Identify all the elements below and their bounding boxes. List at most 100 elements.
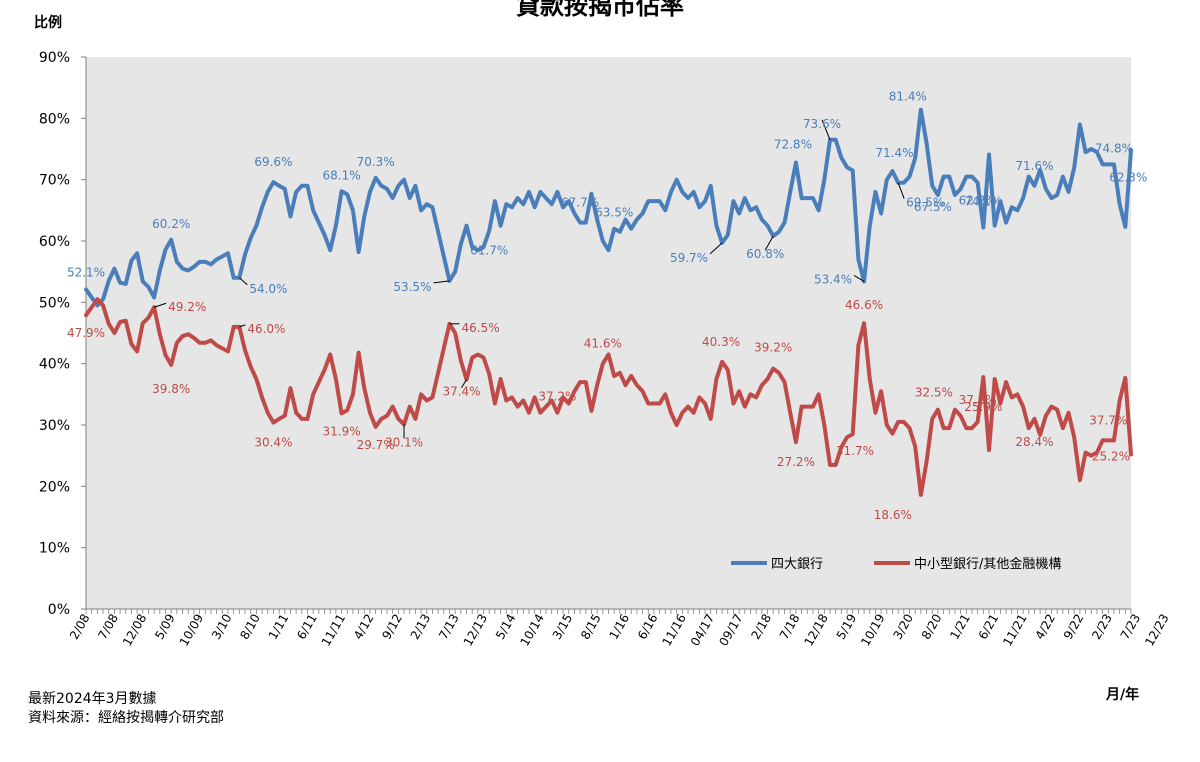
data-label: 62.2%: [959, 194, 997, 208]
x-tick-label: 10/09: [177, 612, 206, 649]
data-label: 71.6%: [1015, 159, 1053, 173]
data-label-leader: [461, 379, 467, 388]
x-tick-label: 6/21: [976, 612, 1002, 642]
data-label: 63.5%: [595, 206, 633, 220]
data-label: 28.4%: [1015, 435, 1053, 449]
x-tick-label: 1/11: [266, 612, 292, 642]
x-tick-label: 11/16: [660, 612, 689, 649]
y-tick-label: 90%: [39, 50, 70, 66]
data-label: 37.8%: [959, 393, 997, 407]
x-tick-label: 12/13: [461, 612, 490, 649]
x-tick-label: 4/22: [1032, 612, 1058, 642]
data-label: 70.3%: [357, 155, 395, 169]
y-tick-label: 50%: [39, 295, 70, 311]
x-tick-label: 2/08: [67, 612, 93, 642]
x-tick-label: 12/23: [1142, 612, 1171, 649]
x-tick-label: 8/15: [578, 612, 604, 642]
x-tick-label: 09/17: [716, 612, 745, 649]
legend-label-small-banks: 中小型銀行/其他金融機構: [914, 556, 1061, 572]
data-label: 39.8%: [152, 382, 190, 396]
x-tick-label: 8/20: [919, 612, 945, 642]
data-label: 69.6%: [254, 155, 292, 169]
series-line-small-banks: [84, 297, 1133, 497]
x-tick-label: 3/15: [550, 612, 576, 642]
x-tick-label: 1/16: [607, 612, 633, 642]
data-label: 52.1%: [67, 265, 105, 279]
x-axis-title: 月/年: [1106, 687, 1140, 703]
data-label-leader: [239, 324, 246, 328]
data-label: 67.5%: [914, 200, 952, 214]
data-label: 53.4%: [814, 272, 852, 286]
data-label: 32.5%: [915, 386, 953, 400]
x-tick-label: 5/19: [834, 612, 860, 642]
data-label: 46.6%: [845, 298, 883, 312]
data-label: 41.6%: [584, 337, 622, 351]
data-label: 47.9%: [67, 326, 105, 340]
x-tick-label: 2/23: [1089, 612, 1115, 642]
x-tick-label: 1/21: [947, 612, 973, 642]
x-tick-label: 6/16: [635, 612, 661, 642]
data-label-leader: [764, 235, 774, 251]
y-tick-label: 80%: [39, 111, 70, 127]
data-label-leader: [433, 280, 450, 284]
x-tick-label: 12/18: [801, 612, 830, 649]
y-tick-label: 30%: [39, 418, 70, 434]
data-label: 71.4%: [875, 146, 913, 160]
data-label: 18.6%: [874, 508, 912, 522]
data-label: 46.0%: [247, 322, 285, 336]
x-tick-label: 2/18: [749, 612, 775, 642]
data-label-leader: [239, 277, 248, 286]
x-tick-label: 5/14: [493, 612, 519, 642]
data-label: 62.3%: [1109, 170, 1147, 184]
data-label: 25.9%: [964, 400, 1002, 414]
data-label: 37.2%: [538, 390, 576, 404]
data-label: 25.2%: [1092, 449, 1130, 463]
x-tick-label: 7/18: [777, 612, 803, 642]
x-tick-label: 10/19: [858, 612, 887, 649]
data-label: 37.4%: [442, 385, 480, 399]
data-label: 59.7%: [670, 251, 708, 265]
plot-area: [86, 57, 1131, 609]
data-label: 39.2%: [754, 341, 792, 355]
y-tick-label: 0%: [48, 602, 70, 618]
chart-title: 貸款按揭市佔率: [516, 0, 684, 20]
data-label: 68.1%: [323, 168, 361, 182]
data-label: 69.5%: [906, 196, 944, 210]
y-tick-label: 20%: [39, 479, 70, 495]
x-tick-label: 4/12: [351, 612, 377, 642]
y-axis-title: 比例: [34, 15, 62, 31]
x-tick-label: 3/10: [209, 612, 235, 642]
legend-label-big-four: 四大銀行: [771, 557, 823, 572]
x-tick-label: 5/09: [152, 612, 178, 642]
data-label: 72.8%: [774, 137, 812, 151]
data-label: 30.1%: [385, 435, 423, 449]
data-label-leader: [153, 302, 167, 308]
data-label: 37.7%: [1089, 413, 1127, 427]
x-tick-label: 6/11: [294, 612, 320, 642]
x-tick-label: 12/08: [120, 612, 149, 649]
x-tick-label: 7/08: [95, 612, 121, 642]
data-label: 54.0%: [249, 282, 287, 296]
data-label: 31.9%: [323, 424, 361, 438]
footnote-data-date: 最新2024年3月數據: [28, 691, 157, 707]
x-tick-label: 04/17: [688, 612, 717, 649]
x-tick-label: 11/11: [319, 612, 348, 649]
x-tick-label: 7/13: [436, 612, 462, 642]
y-tick-label: 40%: [39, 357, 70, 373]
footnote-source: 資料來源：經絡按揭轉介研究部: [28, 710, 224, 726]
footnotes: 最新2024年3月數據 資料來源：經絡按揭轉介研究部: [28, 690, 224, 728]
data-label-leader: [709, 242, 723, 255]
x-tick-label: 2/13: [408, 612, 434, 642]
y-tick-label: 60%: [39, 234, 70, 250]
y-tick-label: 70%: [39, 173, 70, 189]
y-tick-label: 10%: [39, 541, 70, 557]
data-label: 46.5%: [461, 321, 499, 335]
data-label: 31.7%: [836, 444, 874, 458]
data-label: 61.7%: [470, 244, 508, 258]
data-label: 53.5%: [393, 280, 431, 294]
x-tick-label: 8/10: [237, 612, 263, 642]
data-label: 49.2%: [168, 300, 206, 314]
data-label-leader: [821, 119, 831, 140]
data-label: 67.7%: [561, 196, 599, 210]
